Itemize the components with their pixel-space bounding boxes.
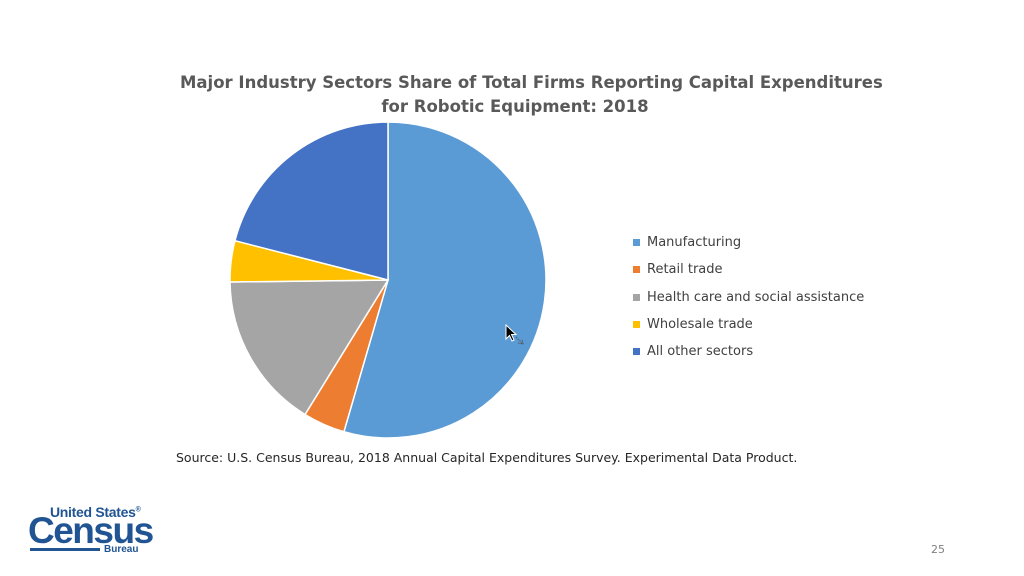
chart-title-line-2: for Robotic Equipment: 2018: [381, 97, 649, 116]
logo-underline: [30, 548, 100, 551]
legend-swatch: [633, 239, 640, 247]
legend-label: Health care and social assistance: [647, 289, 865, 305]
legend-swatch: [633, 348, 640, 356]
legend-item: Manufacturing: [633, 229, 864, 256]
pie-slice-health-care-and-social-assistance: [229, 279, 390, 416]
chart-title: Major Industry Sectors Share of Total Fi…: [180, 71, 883, 119]
page-number: 25: [931, 543, 945, 556]
legend-item: Health care and social assistance: [633, 284, 864, 311]
mouse-cursor-icon: [505, 324, 524, 345]
legend-label: Retail trade: [647, 262, 723, 278]
legend-item: Wholesale trade: [633, 311, 864, 338]
legend-label: All other sectors: [647, 344, 754, 360]
legend-item: Retail trade: [633, 256, 864, 283]
logo-line-3: Bureau: [104, 544, 139, 555]
legend-label: Wholesale trade: [647, 317, 753, 333]
legend-item: All other sectors: [633, 338, 864, 365]
chart-title-line-1: Major Industry Sectors Share of Total Fi…: [180, 73, 883, 92]
legend-label: Manufacturing: [647, 235, 742, 251]
legend-swatch: [633, 293, 640, 301]
census-bureau-logo: United States® Census Bureau: [28, 504, 154, 556]
chart-legend: Manufacturing Retail trade Health care a…: [633, 229, 864, 365]
legend-swatch: [633, 321, 640, 329]
legend-swatch: [633, 266, 640, 274]
logo-line-1: United States®: [50, 504, 141, 520]
source-note: Source: U.S. Census Bureau, 2018 Annual …: [176, 450, 798, 465]
pie-slice-all-other-sectors: [234, 121, 389, 281]
pie-slice-manufacturing: [342, 121, 547, 439]
logo-line-2: Census: [28, 510, 154, 551]
